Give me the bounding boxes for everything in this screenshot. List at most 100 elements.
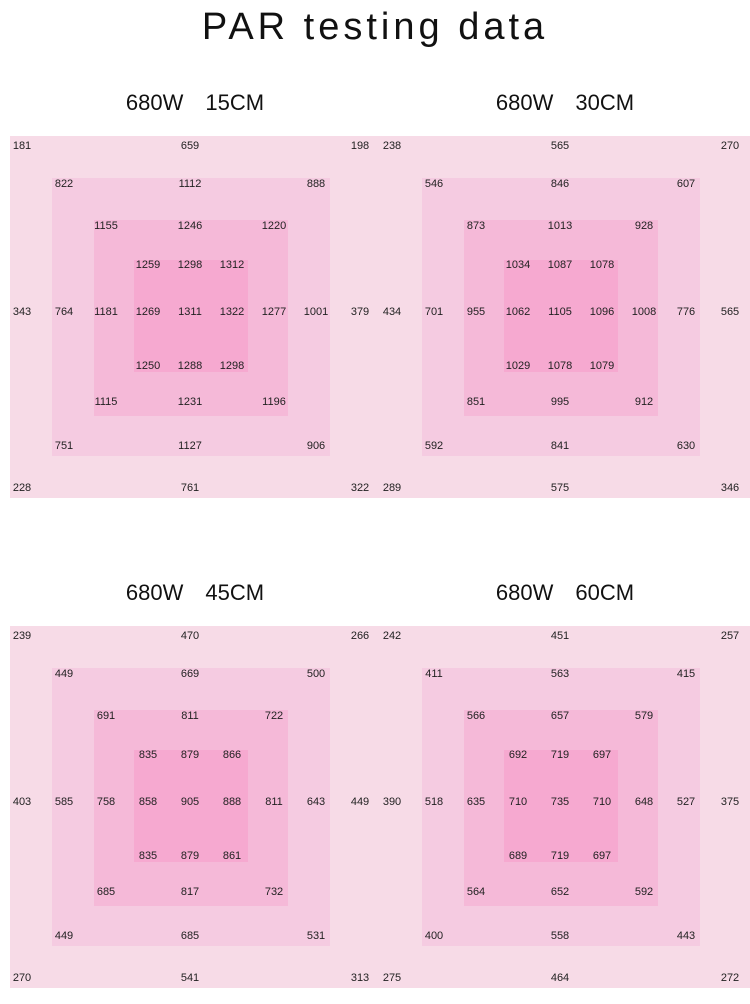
panel-power: 680W <box>495 90 554 115</box>
par-value: 1008 <box>631 306 657 318</box>
par-value: 434 <box>382 306 402 318</box>
par-value: 346 <box>720 482 740 494</box>
par-value: 861 <box>222 850 242 862</box>
par-value: 198 <box>350 140 370 152</box>
panel-power: 680W <box>495 580 554 605</box>
par-value: 239 <box>12 630 32 642</box>
par-value: 719 <box>550 749 570 761</box>
par-value: 879 <box>180 749 200 761</box>
par-value: 1288 <box>177 360 203 372</box>
par-value: 1115 <box>94 396 118 408</box>
par-value: 415 <box>676 668 696 680</box>
par-value: 546 <box>424 178 444 190</box>
par-value: 691 <box>96 710 116 722</box>
panel-title: 680W 45CM <box>10 580 380 606</box>
par-value: 751 <box>54 440 74 452</box>
par-value: 289 <box>382 482 402 494</box>
par-value: 181 <box>12 140 32 152</box>
par-value: 685 <box>180 930 200 942</box>
panel-distance: 60CM <box>575 580 635 605</box>
par-value: 592 <box>634 886 654 898</box>
par-value: 879 <box>180 850 200 862</box>
par-value: 776 <box>676 306 696 318</box>
par-value: 242 <box>382 630 402 642</box>
par-value: 732 <box>264 886 284 898</box>
par-heatmap-grid: 239 470 266 449 669 500 691 811 722 835 879 866 403 5… <box>10 626 380 988</box>
par-value: 1246 <box>177 220 203 232</box>
par-value: 565 <box>550 140 570 152</box>
par-value: 1269 <box>135 306 161 318</box>
par-value: 575 <box>550 482 570 494</box>
par-value: 270 <box>12 972 32 984</box>
par-value: 735 <box>550 796 570 808</box>
panel-45cm: 680W 45CM 239 470 266 449 669 500 691 811 722 835 8… <box>10 580 380 992</box>
par-value: 1127 <box>178 440 202 452</box>
par-value: 851 <box>466 396 486 408</box>
par-value: 635 <box>466 796 486 808</box>
panel-distance: 45CM <box>205 580 265 605</box>
par-value: 541 <box>180 972 200 984</box>
par-value: 403 <box>12 796 32 808</box>
par-value: 275 <box>382 972 402 984</box>
par-value: 257 <box>720 630 740 642</box>
par-value: 995 <box>550 396 570 408</box>
par-value: 1231 <box>177 396 203 408</box>
par-value: 912 <box>634 396 654 408</box>
par-value: 719 <box>550 850 570 862</box>
par-value: 1259 <box>135 259 161 271</box>
par-value: 652 <box>550 886 570 898</box>
par-value: 607 <box>676 178 696 190</box>
par-value: 579 <box>634 710 654 722</box>
par-value: 648 <box>634 796 654 808</box>
par-value: 1155 <box>94 220 118 232</box>
par-value: 1298 <box>177 259 203 271</box>
panel-distance: 15CM <box>205 90 265 115</box>
par-value: 659 <box>180 140 200 152</box>
par-value: 764 <box>54 306 74 318</box>
par-value: 1196 <box>262 396 286 408</box>
panel-title: 680W 60CM <box>380 580 750 606</box>
par-value: 558 <box>550 930 570 942</box>
par-value: 1078 <box>589 259 615 271</box>
panel-distance: 30CM <box>575 90 635 115</box>
par-value: 470 <box>180 630 200 642</box>
par-value: 905 <box>180 796 200 808</box>
par-value: 1034 <box>505 259 531 271</box>
panel-power: 680W <box>125 90 184 115</box>
par-value: 701 <box>424 306 444 318</box>
par-value: 266 <box>350 630 370 642</box>
par-value: 888 <box>222 796 242 808</box>
par-value: 563 <box>550 668 570 680</box>
par-value: 722 <box>264 710 284 722</box>
par-value: 1096 <box>589 306 615 318</box>
par-value: 643 <box>306 796 326 808</box>
intensity-ring-3 <box>504 750 618 862</box>
par-value: 464 <box>550 972 570 984</box>
par-value: 697 <box>592 850 612 862</box>
par-value: 928 <box>634 220 654 232</box>
par-value: 1029 <box>505 360 531 372</box>
par-value: 1181 <box>94 306 118 318</box>
par-value: 657 <box>550 710 570 722</box>
par-value: 1311 <box>178 306 202 318</box>
par-value: 1312 <box>219 259 245 271</box>
par-value: 1220 <box>261 220 287 232</box>
par-value: 1298 <box>219 360 245 372</box>
par-value: 710 <box>508 796 528 808</box>
par-value: 449 <box>54 930 74 942</box>
par-value: 390 <box>382 796 402 808</box>
par-value: 451 <box>550 630 570 642</box>
par-value: 1078 <box>547 360 573 372</box>
par-value: 379 <box>350 306 370 318</box>
par-value: 500 <box>306 668 326 680</box>
par-value: 888 <box>306 178 326 190</box>
par-value: 692 <box>508 749 528 761</box>
par-value: 566 <box>466 710 486 722</box>
par-value: 564 <box>466 886 486 898</box>
par-value: 710 <box>592 796 612 808</box>
par-value: 1322 <box>219 306 245 318</box>
par-value: 866 <box>222 749 242 761</box>
par-value: 313 <box>350 972 370 984</box>
par-value: 449 <box>350 796 370 808</box>
par-value: 758 <box>96 796 116 808</box>
